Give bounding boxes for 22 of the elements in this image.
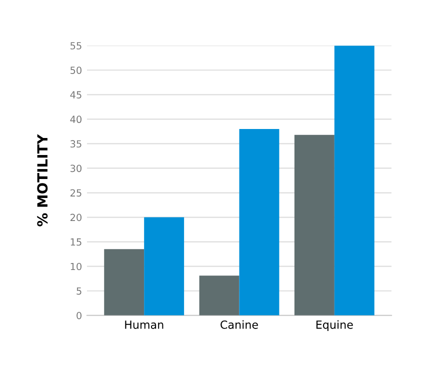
y-tick-label: 5 [76,287,82,295]
x-tick-label: Canine [220,320,258,329]
y-tick-label: 30 [70,164,82,172]
bar [104,249,144,316]
x-tick-label: Human [125,320,164,329]
bar [199,276,240,316]
bar [144,217,184,316]
y-tick-label: 25 [70,189,82,197]
x-tick-label: Equine [316,320,353,332]
bar [239,128,280,316]
y-tick-label: 20 [70,214,82,222]
y-tick-label: 40 [70,116,82,124]
y-tick-label: 35 [70,140,82,148]
y-tick-label: 50 [70,66,82,74]
y-tick-label: 0 [76,312,82,320]
y-axis-title: % MOTILITY [37,134,48,226]
y-tick-label: 10 [70,262,82,270]
y-tick-label: 45 [70,91,82,98]
bar [334,46,374,316]
y-tick-label: 15 [70,238,82,246]
bar [294,134,334,316]
y-tick-label: 55 [70,42,82,50]
